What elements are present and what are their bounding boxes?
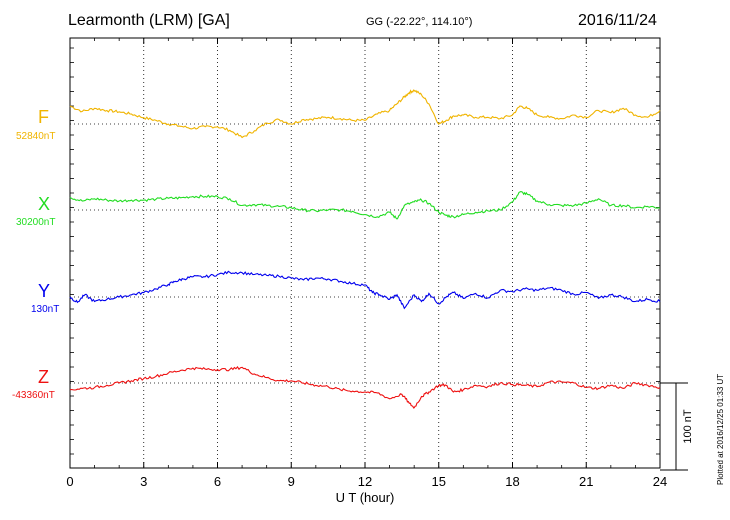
x-tick-label: 21 <box>579 474 593 489</box>
x-tick-label: 9 <box>288 474 295 489</box>
channel-label-x: X <box>38 194 51 214</box>
x-tick-label: 18 <box>505 474 519 489</box>
channel-label-z: Z <box>38 367 49 387</box>
series-line-x <box>69 191 661 220</box>
series-line-y <box>69 270 661 310</box>
x-axis-label: U T (hour) <box>336 490 395 505</box>
plotted-note: Plotted at 2016/12/25 01:33 UT <box>716 373 725 485</box>
x-tick-label: 24 <box>653 474 667 489</box>
x-tick-label: 15 <box>432 474 446 489</box>
channel-label-f: F <box>38 107 49 127</box>
x-tick-label: 0 <box>66 474 73 489</box>
channel-baseline-f: 52840nT <box>16 131 56 142</box>
channel-label-y: Y <box>38 281 51 301</box>
series-line-f <box>69 89 661 139</box>
scale-bar-label: 100 nT <box>682 409 694 444</box>
station-coordinates: GG (-22.22°, 114.10°) <box>366 16 473 28</box>
channel-baseline-x: 30200nT <box>16 217 56 228</box>
x-tick-label: 12 <box>358 474 372 489</box>
x-tick-label: 6 <box>214 474 221 489</box>
channel-baseline-z: -43360nT <box>12 390 55 401</box>
channel-baseline-y: 130nT <box>31 304 60 315</box>
x-tick-label: 3 <box>140 474 147 489</box>
date-label: 2016/11/24 <box>578 12 657 29</box>
series-line-z <box>69 365 661 409</box>
station-title: Learmonth (LRM) [GA] <box>68 12 230 29</box>
